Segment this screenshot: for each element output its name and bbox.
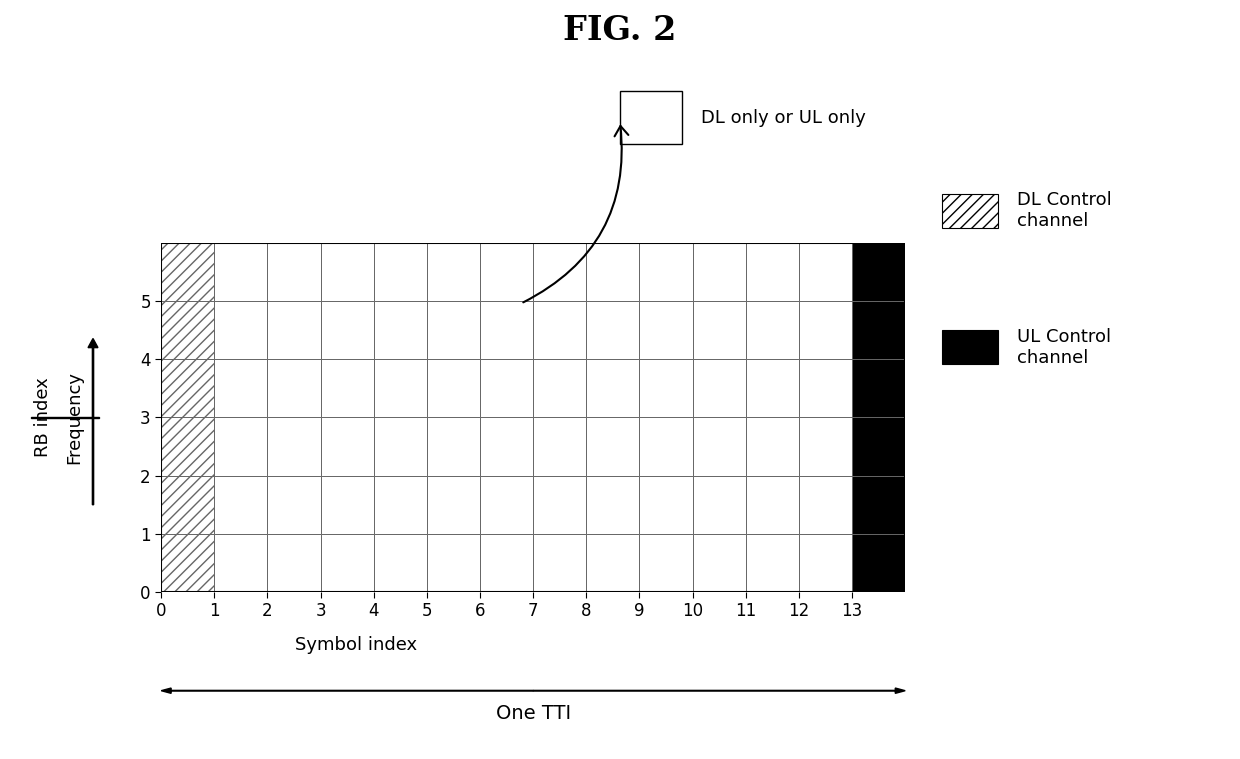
Bar [533, 476, 587, 534]
Bar [693, 417, 745, 476]
Bar [587, 417, 640, 476]
Bar [640, 417, 693, 476]
Bar [533, 534, 587, 592]
Bar [640, 534, 693, 592]
Bar [640, 359, 693, 417]
Bar [427, 534, 480, 592]
Bar [587, 301, 640, 359]
Bar [215, 417, 268, 476]
Text: DL Control
channel: DL Control channel [1017, 191, 1111, 230]
Bar [799, 301, 852, 359]
Bar [321, 534, 373, 592]
Bar [693, 359, 745, 417]
Bar [373, 243, 427, 301]
Bar [215, 476, 268, 534]
Bar [480, 243, 533, 301]
Bar [533, 301, 587, 359]
Bar [480, 476, 533, 534]
Bar [373, 417, 427, 476]
Bar [745, 301, 799, 359]
Text: FIG. 2: FIG. 2 [563, 14, 677, 47]
Bar [852, 359, 905, 417]
Bar [268, 476, 321, 534]
Bar [215, 359, 268, 417]
Bar [640, 243, 693, 301]
Bar [161, 301, 215, 359]
Bar [321, 301, 373, 359]
Bar [268, 243, 321, 301]
Bar [533, 417, 587, 476]
Bar [640, 301, 693, 359]
Bar [852, 476, 905, 534]
Bar [161, 476, 215, 534]
Bar [480, 359, 533, 417]
Bar [745, 476, 799, 534]
Bar [745, 243, 799, 301]
Bar [427, 417, 480, 476]
Bar [215, 301, 268, 359]
Text: UL Control
channel: UL Control channel [1017, 328, 1111, 367]
Text: DL only or UL only: DL only or UL only [701, 109, 866, 127]
Text: RB index: RB index [35, 377, 52, 458]
Bar [852, 534, 905, 592]
Bar [799, 243, 852, 301]
Bar [799, 359, 852, 417]
Bar [268, 417, 321, 476]
Bar [852, 301, 905, 359]
Bar [373, 301, 427, 359]
Bar [693, 301, 745, 359]
Text: One TTI: One TTI [496, 704, 570, 723]
Text: Symbol index: Symbol index [295, 636, 417, 654]
Bar [427, 301, 480, 359]
Bar [161, 243, 215, 301]
Bar [321, 417, 373, 476]
Bar [321, 243, 373, 301]
Bar [745, 417, 799, 476]
Bar [427, 359, 480, 417]
Bar [161, 417, 215, 476]
Bar [533, 359, 587, 417]
Bar [693, 534, 745, 592]
Bar [799, 417, 852, 476]
Bar [587, 476, 640, 534]
Bar [373, 476, 427, 534]
Bar [268, 359, 321, 417]
Bar [161, 359, 215, 417]
Bar [215, 243, 268, 301]
Text: Frequency: Frequency [66, 371, 83, 464]
Bar [480, 301, 533, 359]
Bar [745, 359, 799, 417]
Bar [799, 534, 852, 592]
Bar [268, 301, 321, 359]
Bar [427, 476, 480, 534]
Bar [693, 243, 745, 301]
Bar [852, 417, 905, 476]
Bar [321, 359, 373, 417]
Bar [533, 243, 587, 301]
Bar [480, 534, 533, 592]
Bar [161, 534, 215, 592]
Bar [373, 359, 427, 417]
Bar [587, 359, 640, 417]
Bar [373, 534, 427, 592]
Bar [321, 476, 373, 534]
Bar [215, 534, 268, 592]
Bar [799, 476, 852, 534]
Bar [480, 417, 533, 476]
Bar [268, 534, 321, 592]
Bar [587, 534, 640, 592]
Bar [745, 534, 799, 592]
Bar [852, 243, 905, 301]
Bar [587, 243, 640, 301]
Bar [693, 476, 745, 534]
Bar [640, 476, 693, 534]
Bar [427, 243, 480, 301]
